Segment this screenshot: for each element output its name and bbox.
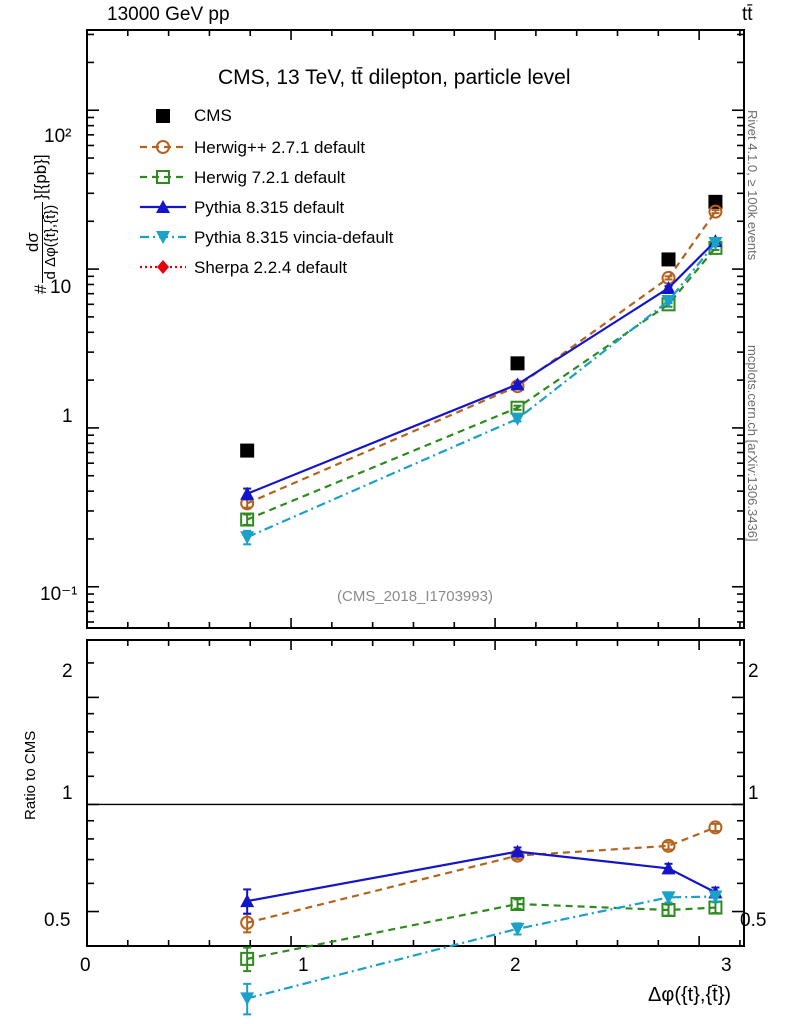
data-marker <box>510 412 525 426</box>
y-tick-label-0.1: 10⁻¹ <box>40 584 78 605</box>
data-marker <box>661 294 676 308</box>
y-tick-label-1: 1 <box>62 406 73 427</box>
legend-label-vincia: Pythia 8.315 vincia-default <box>194 228 394 247</box>
plot-title: CMS, 13 TeV, tt̄ dilepton, particle leve… <box>218 66 571 89</box>
process-label: tt̄ <box>742 4 753 25</box>
data-marker <box>510 844 525 858</box>
x-axis-label: Δφ({t},{t̄}) <box>648 984 732 1006</box>
data-marker <box>240 951 255 966</box>
analysis-id-watermark: (CMS_2018_I1703993) <box>337 588 493 605</box>
legend-label-herwigpp: Herwig++ 2.7.1 default <box>194 138 366 157</box>
legend-label-herwig7: Herwig 7.2.1 default <box>194 168 346 187</box>
y-tick-label-10: 10 <box>50 277 72 298</box>
data-marker <box>240 512 255 527</box>
series-line-herwig <box>246 247 717 521</box>
ratio-tick-label-right-1: 1 <box>748 783 759 804</box>
y-tick-label-100: 10² <box>44 126 72 147</box>
data-marker <box>156 109 170 123</box>
data-marker <box>156 170 170 184</box>
main-panel-frame <box>86 29 745 629</box>
data-marker <box>510 922 525 936</box>
data-marker <box>708 890 723 904</box>
ratio-panel-frame <box>86 639 745 947</box>
data-marker <box>240 531 255 545</box>
beam-energy-label: 13000 GeV pp <box>107 4 230 25</box>
series-line-pythia <box>246 242 717 539</box>
ratio-tick-label-2: 2 <box>62 661 73 682</box>
data-marker <box>240 443 255 458</box>
data-marker <box>240 894 255 908</box>
data-marker <box>156 200 170 213</box>
data-marker <box>156 231 170 244</box>
data-marker <box>661 838 676 853</box>
data-marker <box>510 356 525 371</box>
ratio-tick-label-right-0.5: 0.5 <box>740 910 767 931</box>
data-marker <box>661 861 676 875</box>
x-tick-label-1: 1 <box>298 955 309 976</box>
data-marker <box>661 252 676 267</box>
x-tick-label-2: 2 <box>510 955 521 976</box>
ratio-tick-label-1: 1 <box>62 783 73 804</box>
legend-label-cms: CMS <box>194 106 232 125</box>
data-marker <box>708 204 723 219</box>
series-line-herwig++ <box>246 210 717 505</box>
legend-label-sherpa: Sherpa 2.2.4 default <box>194 258 348 277</box>
data-marker <box>240 915 255 930</box>
data-marker <box>661 891 676 905</box>
data-marker <box>240 486 255 500</box>
ratio-tick-label-right-2: 2 <box>748 661 759 682</box>
data-marker <box>708 194 723 209</box>
legend-label-pythia: Pythia 8.315 default <box>194 198 345 217</box>
data-marker <box>510 377 525 391</box>
x-tick-label-0: 0 <box>80 955 91 976</box>
ratio-line-herwig <box>246 902 716 960</box>
x-tick-label-3: 3 <box>721 955 732 976</box>
ratio-tick-label-0.5: 0.5 <box>44 910 71 931</box>
data-marker <box>661 281 676 295</box>
ratio-line-herwig++ <box>246 826 716 924</box>
series-line-pythia <box>246 240 717 495</box>
data-marker <box>240 992 255 1006</box>
ratio-line-pythia <box>246 850 716 903</box>
data-marker <box>157 260 169 274</box>
ratio-line-pythia <box>246 895 716 1000</box>
data-marker <box>510 896 525 911</box>
data-marker <box>708 236 723 250</box>
data-marker <box>156 140 170 154</box>
data-marker <box>708 820 723 835</box>
